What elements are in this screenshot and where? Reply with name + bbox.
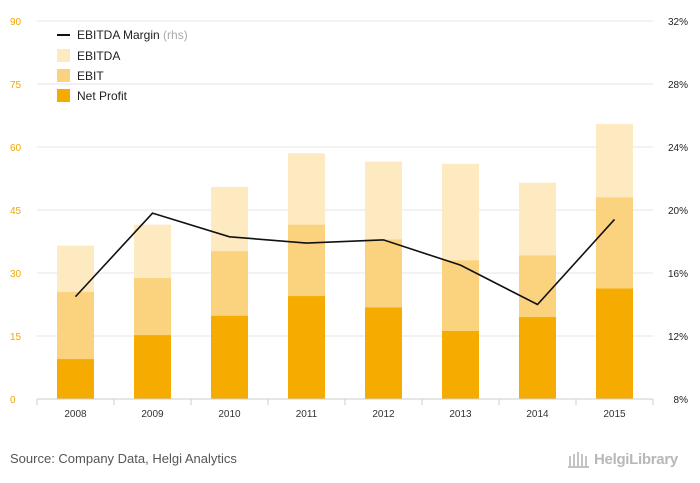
y-left-tick-label: 45	[10, 206, 22, 217]
chart: 0 8% 15 12% 30 16% 45 20% 60 24% 75 28% 90 32% 2008 200…	[10, 17, 688, 420]
y-right-tick-label: 32%	[668, 17, 688, 28]
grid	[37, 20, 653, 337]
y-left-tick-label: 75	[10, 80, 22, 91]
y-left-tick-label: 15	[10, 332, 22, 343]
bars	[57, 123, 633, 400]
axes: 0 8% 15 12% 30 16% 45 20% 60 24% 75 28% 90 32% 2008 200…	[10, 17, 688, 420]
x-tick-label: 2015	[603, 409, 626, 420]
line-series	[74, 212, 616, 306]
helgi-library-logo[interactable]: HelgiLibrary	[568, 448, 678, 470]
legend: EBITDA Margin (rhs) EBITDA EBIT Net Profit	[57, 28, 188, 103]
legend-label: EBIT	[77, 69, 104, 83]
y-left-tick-label: 0	[10, 395, 16, 406]
y-right-tick-label: 20%	[668, 206, 688, 217]
x-tick-label: 2011	[296, 409, 318, 420]
legend-label: Net Profit	[77, 89, 128, 103]
bar-net-profit	[134, 335, 171, 399]
y-left-tick-label: 60	[10, 143, 22, 154]
y-right-tick-label: 12%	[668, 332, 688, 343]
source-note: Source: Company Data, Helgi Analytics	[10, 451, 237, 466]
legend-swatch	[57, 49, 70, 62]
x-tick-label: 2012	[372, 409, 395, 420]
x-tick-label: 2010	[218, 409, 241, 420]
legend-label: EBITDA Margin (rhs)	[77, 28, 188, 42]
x-tick-label: 2014	[526, 409, 549, 420]
legend-label: EBITDA	[77, 49, 120, 63]
logo-text: HelgiLibrary	[594, 450, 678, 468]
y-right-tick-label: 28%	[668, 80, 688, 91]
x-tick-label: 2009	[141, 409, 164, 420]
bar-net-profit	[365, 307, 402, 399]
y-right-tick-label: 8%	[674, 395, 689, 406]
bar-net-profit	[442, 330, 479, 399]
y-right-tick-label: 24%	[668, 143, 688, 154]
y-left-tick-label: 30	[10, 269, 22, 280]
bar-net-profit	[211, 315, 248, 399]
line-ebitda-margin	[74, 212, 616, 306]
bar-net-profit	[519, 317, 556, 399]
y-right-tick-label: 16%	[668, 269, 688, 280]
library-building-icon	[568, 452, 589, 468]
bar-net-profit	[596, 288, 633, 399]
bar-net-profit	[57, 359, 94, 399]
y-left-tick-label: 90	[10, 17, 22, 28]
legend-swatch	[57, 89, 70, 102]
legend-label-suffix: (rhs)	[163, 28, 188, 42]
bar-net-profit	[288, 296, 325, 399]
legend-swatch	[57, 69, 70, 82]
x-tick-label: 2013	[449, 409, 472, 420]
x-tick-label: 2008	[64, 409, 87, 420]
